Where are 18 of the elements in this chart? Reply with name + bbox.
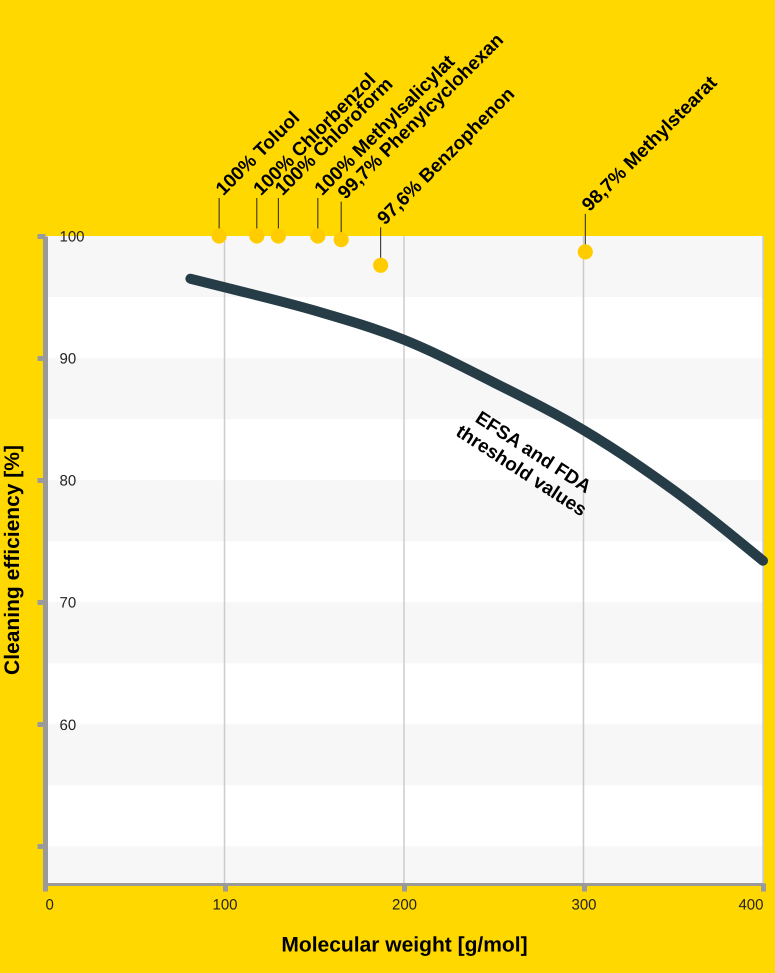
x-tick-label: 100 [212,896,238,914]
point [270,228,286,244]
point [578,244,593,260]
x-axis-title: Molecular weight [g/mol] [281,934,528,956]
y-tick-label: 90 [60,350,76,368]
point [334,232,349,248]
point [212,228,227,244]
point [373,258,388,273]
x-tick-label: 200 [392,896,418,914]
y-tick-label: 70 [60,594,76,612]
y-axis-title: Cleaning efficiency [%] [1,445,24,675]
point [249,228,264,244]
x-tick-label: 0 [46,896,54,914]
x-tick-label: 300 [571,896,597,914]
y-tick-label: 80 [60,472,76,490]
point [310,228,326,244]
y-tick-label: 60 [60,716,76,734]
x-tick-label: 400 [738,896,764,914]
